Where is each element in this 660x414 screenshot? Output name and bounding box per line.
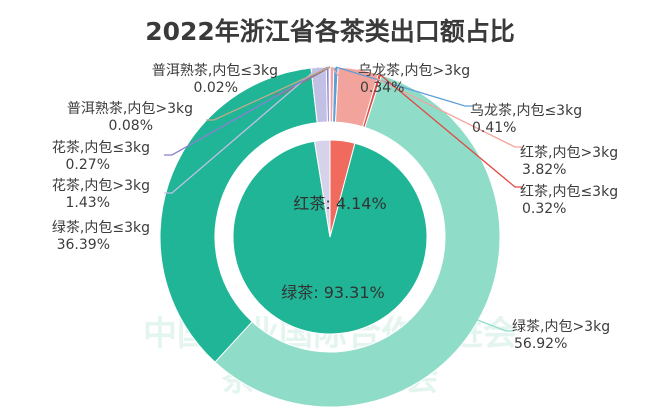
leader-line-oolong_gt3 <box>331 66 360 95</box>
outer-slice-green_gt3 <box>214 74 501 408</box>
label-name-puer_gt3: 普洱熟茶,内包>3kg <box>67 101 193 117</box>
label-name-black_gt3: 红茶,内包>3kg <box>520 145 618 161</box>
label-value-black_gt3: 3.82% <box>522 162 566 178</box>
inner-slice-green <box>232 140 428 335</box>
label-name-black_le3: 红茶,内包≤3kg <box>520 184 618 200</box>
label-value-puer_le3: 0.02% <box>194 80 238 96</box>
label-value-green_le3: 36.39% <box>57 237 110 253</box>
label-value-green_gt3: 56.92% <box>514 336 567 352</box>
leader-line-flower_gt3 <box>164 66 320 194</box>
outer-slice-green_le3 <box>159 67 318 363</box>
outer-slice-puer_gt3 <box>328 66 331 123</box>
leader-line-black_gt3 <box>358 68 523 148</box>
label-value-black_le3: 0.32% <box>522 201 566 217</box>
slices <box>159 66 501 408</box>
label-value-oolong_le3: 0.41% <box>472 120 516 136</box>
label-value-flower_le3: 0.27% <box>66 157 110 173</box>
leader-line-black_le3 <box>379 74 523 188</box>
leader-line-green_le3 <box>165 190 190 227</box>
label-name-flower_gt3: 花茶,内包>3kg <box>52 178 150 194</box>
label-name-flower_le3: 花茶,内包≤3kg <box>52 140 150 156</box>
label-name-oolong_gt3: 乌龙茶,内包>3kg <box>358 63 470 79</box>
leader-line-flower_le3 <box>164 66 329 156</box>
label-name-puer_le3: 普洱熟茶,内包≤3kg <box>152 63 278 79</box>
leader-lines <box>164 66 523 332</box>
leader-line-puer_gt3 <box>206 66 330 121</box>
chart-title: 2022年浙江省各茶类出口额占比 <box>145 17 515 46</box>
inner-slice-other <box>313 139 331 238</box>
label-name-green_le3: 绿茶,内包≤3kg <box>52 220 150 236</box>
leader-line-green_gt3 <box>463 314 514 332</box>
inner-label-black: 红茶: 4.14% <box>293 194 386 213</box>
label-value-oolong_gt3: 0.34% <box>360 80 404 96</box>
label-value-flower_gt3: 1.43% <box>66 195 110 211</box>
inner-label-green: 绿茶: 93.31% <box>281 283 385 302</box>
leader-line-puer_le3 <box>274 66 331 95</box>
label-name-oolong_le3: 乌龙茶,内包≤3kg <box>470 103 582 119</box>
label-value-puer_gt3: 0.08% <box>109 118 153 134</box>
label-name-green_gt3: 绿茶,内包>3kg <box>512 319 610 335</box>
